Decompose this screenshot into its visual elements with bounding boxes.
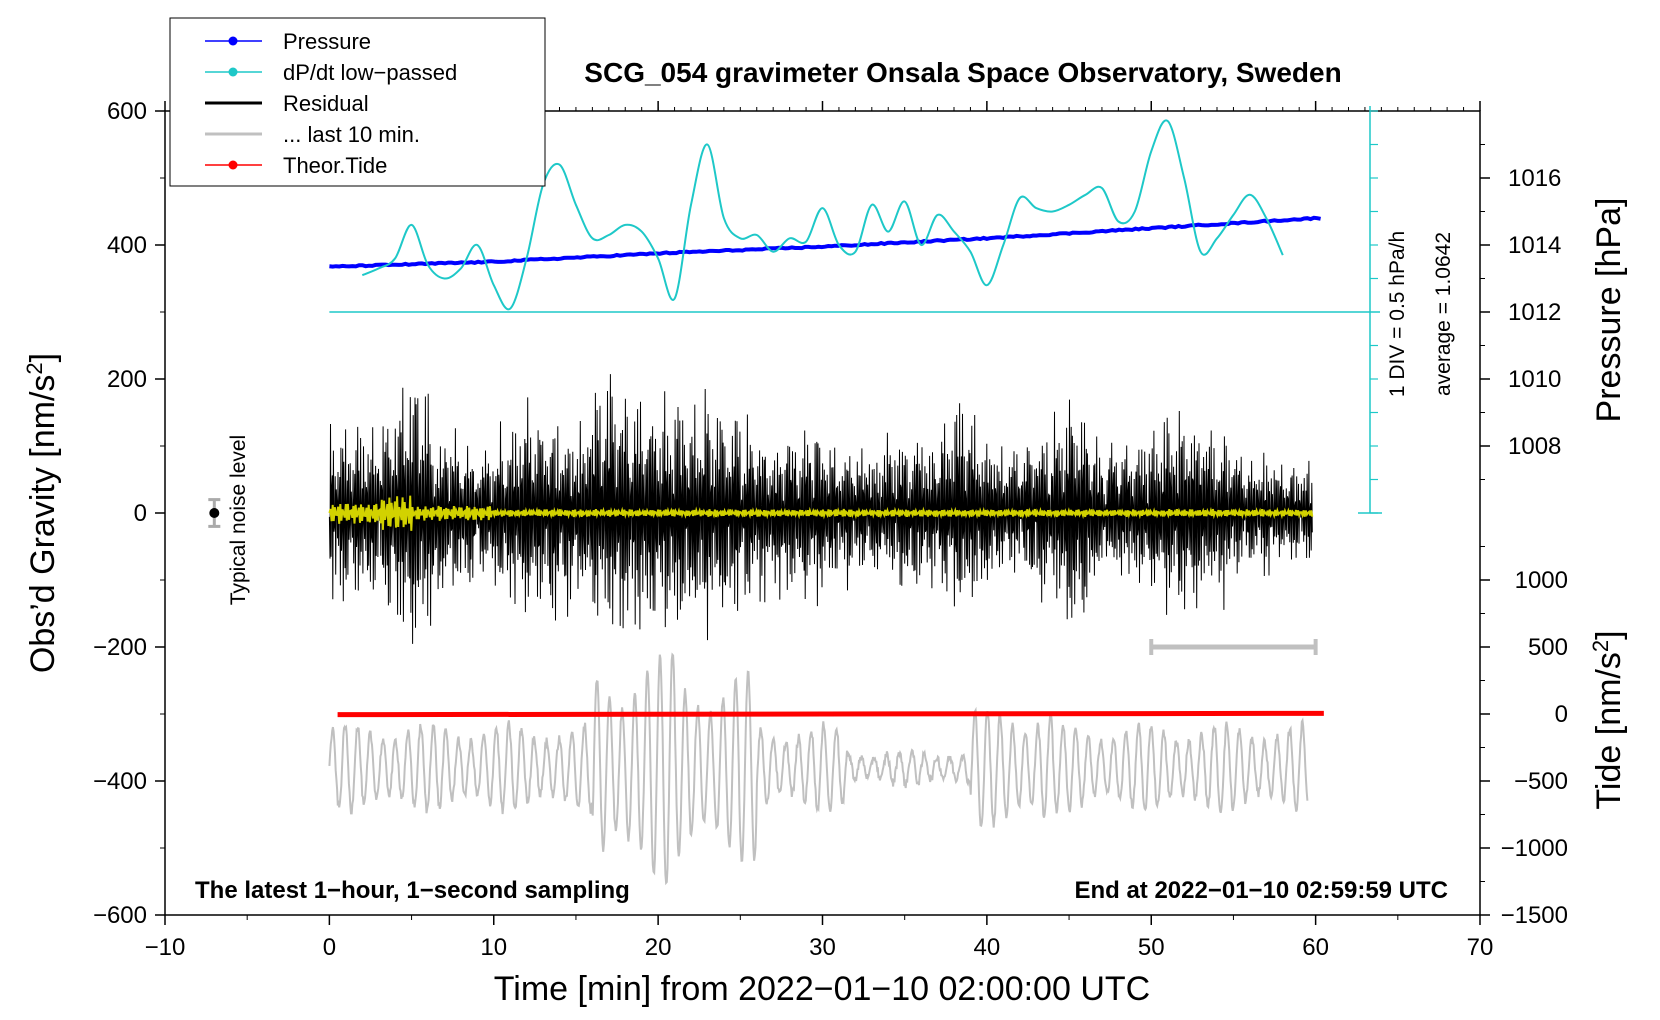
x-tick-label: 0 (323, 934, 336, 961)
y-axis-title-tide-sup: 2 (1588, 640, 1613, 652)
chart-title: SCG_054 gravimeter Onsala Space Observat… (584, 57, 1341, 88)
tide-tick-label: 500 (1528, 634, 1568, 661)
tide-tick-label: 0 (1555, 701, 1568, 728)
residual-line (328, 374, 1313, 644)
x-tick-label: 40 (974, 934, 1001, 961)
pressure-scale-note: 1 DIV = 0.5 hPa/h (1386, 231, 1409, 397)
legend-marker (228, 160, 238, 170)
last-10-min-line (328, 652, 1309, 886)
tick-layer: −10 0 10 20 30 40 50 60 70 −600 −400 −200 0 200 400 600… (93, 98, 1568, 961)
last-10-min-series (328, 652, 1309, 886)
pressure-tick-label: 1010 (1508, 366, 1561, 393)
y-tick-label: −200 (93, 634, 147, 661)
y-axis-title-main-end: ] (24, 353, 62, 362)
x-tick-label: 10 (480, 934, 507, 961)
pressure-series (329, 215, 1321, 269)
y-tick-label: 600 (107, 98, 147, 125)
x-axis-title: Time [min] from 2022−01−10 02:00:00 UTC (494, 970, 1150, 1008)
x-tick-label: 50 (1138, 934, 1165, 961)
pressure-tick-label: 1012 (1508, 299, 1561, 326)
average-note: average = 1.0642 (1432, 232, 1455, 396)
tide-tick-label: 1000 (1515, 567, 1568, 594)
noise-level-label: Typical noise level (227, 435, 250, 605)
dpdt-line (361, 119, 1284, 311)
x-tick-label: 20 (645, 934, 672, 961)
y-axis-title-main: Obs’d Gravity [nm/s2] (22, 353, 62, 673)
y-axis-title-tide-end: ] (1590, 630, 1628, 639)
tide-tick-label: −1000 (1501, 835, 1568, 862)
filtered-residual-line (328, 495, 1314, 531)
dpdt-series (361, 119, 1284, 311)
pressure-rate-scale (329, 106, 1382, 514)
legend: Pressure dP/dt low−passed Residual ... last… (169, 17, 546, 187)
tide-series (337, 710, 1324, 718)
y-axis-title-tide: Tide [nm/s2] (1588, 630, 1628, 809)
x-tick-label: 60 (1302, 934, 1329, 961)
legend-items: Pressure dP/dt low−passed Residual ... last… (205, 29, 457, 178)
x-tick-label: −10 (145, 934, 186, 961)
y-tick-label: 200 (107, 366, 147, 393)
pressure-tick-label: 1008 (1508, 433, 1561, 460)
y-axis-title-tide-text: Tide [nm/s (1590, 652, 1628, 809)
pressure-tick-label: 1016 (1508, 165, 1561, 192)
annotations (208, 498, 1318, 655)
legend-marker (228, 36, 238, 46)
residual-series (328, 374, 1313, 644)
filtered-residual-series (328, 495, 1314, 531)
y-tick-label: −600 (93, 902, 147, 929)
x-tick-label: 30 (809, 934, 836, 961)
tide-tick-label: −500 (1514, 768, 1568, 795)
y-axis-title-main-text: Obs’d Gravity [nm/s (24, 375, 62, 674)
annotation-latest-hour: The latest 1−hour, 1−second sampling (195, 877, 630, 904)
pressure-line (329, 215, 1321, 269)
pressure-tick-label: 1014 (1508, 232, 1561, 259)
annotation-end-time: End at 2022−01−10 02:59:59 UTC (1074, 877, 1448, 904)
legend-label: ... last 10 min. (283, 122, 420, 147)
y-tick-label: 400 (107, 232, 147, 259)
tide-tick-label: −1500 (1501, 902, 1568, 929)
legend-label: Theor.Tide (283, 153, 387, 178)
legend-label: dP/dt low−passed (283, 60, 457, 85)
noise-point (209, 508, 220, 518)
x-tick-label: 70 (1467, 934, 1494, 961)
y-tick-label: 0 (134, 500, 147, 527)
y-tick-label: −400 (93, 768, 147, 795)
y-axis-title-main-sup: 2 (22, 362, 47, 374)
legend-marker (228, 67, 238, 77)
legend-label: Residual (283, 91, 369, 116)
legend-label: Pressure (283, 29, 371, 54)
y-axis-title-pressure: Pressure [hPa] (1590, 198, 1628, 423)
theoretical-tide-line (337, 710, 1324, 718)
